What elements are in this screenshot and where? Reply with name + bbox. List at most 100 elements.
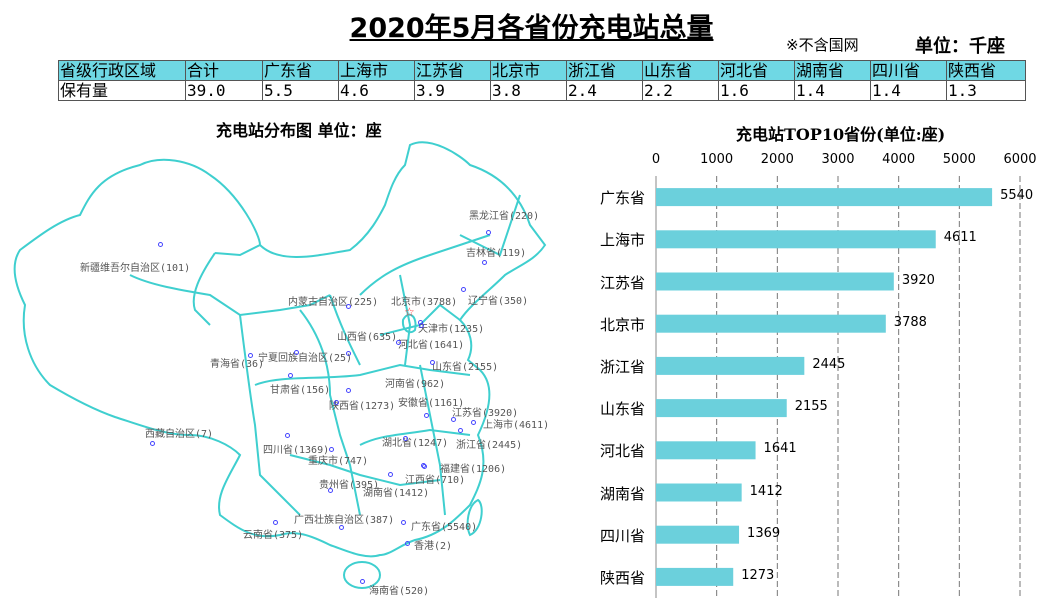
map-point — [403, 436, 408, 441]
category-label: 湖南省 — [600, 484, 646, 503]
map-point — [150, 441, 155, 446]
map-point — [360, 579, 365, 584]
table-cell: 1.4 — [870, 80, 947, 101]
data-label: 2155 — [794, 399, 828, 415]
bar — [656, 230, 936, 249]
map-label: 山西省(635) — [337, 332, 398, 343]
data-label: 3788 — [893, 314, 927, 330]
map-title: 充电站分布图 单位：座 — [216, 121, 382, 140]
table-cell: 3.9 — [414, 80, 491, 101]
map-label: 重庆市(747) — [308, 456, 369, 467]
category-label: 上海市 — [600, 231, 646, 250]
summary-table: 省级行政区域 合计 广东省 上海市 江苏省 北京市 浙江省 山东省 河北省 湖南省 四川省 陕西省 保… — [58, 60, 1026, 101]
map-label: 陕西省(1273) — [329, 401, 396, 412]
category-label: 江苏省 — [600, 273, 646, 292]
table-header-cell: 上海市 — [338, 60, 415, 81]
map-label: 海南省(520) — [369, 586, 430, 597]
bar — [656, 399, 787, 418]
map-point — [329, 447, 334, 452]
map-point — [288, 373, 293, 378]
data-label: 1641 — [763, 441, 797, 457]
bar — [656, 441, 756, 460]
map-label: 四川省(1369) — [263, 445, 330, 456]
map-label: 新疆维吾尔自治区(101) — [80, 263, 191, 274]
map-label: 黑龙江省(220) — [469, 211, 540, 222]
page-title: 2020年5月各省份充电站总量 — [349, 13, 714, 44]
data-label: 1273 — [741, 567, 775, 583]
map-point — [346, 304, 351, 309]
x-tick-label: 4000 — [882, 152, 916, 167]
x-tick-label: 5000 — [942, 152, 976, 167]
x-tick-label: 2000 — [760, 152, 794, 167]
map-point — [328, 488, 333, 493]
map-label: 福建省(1206) — [440, 464, 507, 475]
map-point — [458, 428, 463, 433]
china-map — [13, 141, 547, 589]
x-tick-label: 6000 — [1003, 152, 1037, 167]
table-header-cell: 合计 — [185, 60, 263, 81]
map-label: 湖南省(1412) — [363, 488, 430, 499]
map-label: 西藏自治区(7) — [145, 429, 214, 440]
note: ※不含国网 — [786, 36, 859, 54]
x-tick-label: 0 — [651, 152, 661, 167]
table-header-cell: 北京市 — [490, 60, 567, 81]
table-header-cell: 江苏省 — [414, 60, 491, 81]
map-label: 广西壮族自治区(387) — [294, 515, 395, 526]
table-cell: 3.8 — [490, 80, 567, 101]
map-point — [346, 351, 351, 356]
category-label: 浙江省 — [600, 357, 646, 376]
table-cell: 5.5 — [262, 80, 339, 101]
map-label: 广东省(5540) — [411, 522, 478, 533]
map-point — [158, 242, 163, 247]
bar — [656, 272, 894, 291]
bar — [656, 483, 742, 502]
map-point — [339, 525, 344, 530]
x-tick-label: 1000 — [700, 152, 734, 167]
map-point — [430, 360, 435, 365]
category-label: 山东省 — [600, 400, 646, 419]
map-point — [346, 388, 351, 393]
map-point — [388, 472, 393, 477]
map-point — [471, 420, 476, 425]
chart-title: 充电站TOP10省份(单位:座) — [736, 125, 946, 144]
table-header-cell: 陕西省 — [946, 60, 1026, 81]
map-point — [285, 433, 290, 438]
map-label: 河南省(962) — [385, 379, 446, 390]
map-label: 青海省(36) — [210, 359, 265, 370]
map-label: 天津市(1235) — [418, 324, 485, 335]
data-label: 1369 — [747, 525, 781, 541]
table-cell: 2.2 — [642, 80, 719, 101]
map-label: 内蒙古自治区(225) — [288, 297, 379, 308]
category-label: 陕西省 — [600, 568, 646, 587]
map-point — [334, 400, 339, 405]
category-label: 四川省 — [600, 526, 646, 545]
map-label: 香港(2) — [414, 541, 453, 552]
capital-star-icon: ☆ — [404, 305, 415, 319]
map-point — [273, 520, 278, 525]
x-tick-label: 3000 — [821, 152, 855, 167]
table-cell: 1.4 — [794, 80, 871, 101]
map-point — [401, 520, 406, 525]
data-label: 4611 — [943, 230, 977, 246]
map-point — [424, 413, 429, 418]
bar — [656, 525, 740, 544]
table-cell: 4.6 — [338, 80, 415, 101]
map-point — [419, 323, 424, 328]
map-label: 贵州省(395) — [319, 480, 380, 491]
table-cell: 保有量 — [58, 80, 186, 101]
category-label: 河北省 — [600, 442, 646, 461]
bar — [656, 314, 886, 333]
map-point — [396, 340, 401, 345]
map-label: 吉林省(119) — [466, 248, 527, 259]
table-header-cell: 省级行政区域 — [58, 60, 186, 81]
map-label: 江苏省(3920) — [452, 408, 519, 419]
map-outline — [13, 141, 547, 558]
data-label: 2445 — [812, 356, 846, 372]
map-label: 辽宁省(350) — [468, 296, 529, 307]
data-label: 5540 — [1000, 188, 1034, 204]
map-label: 上海市(4611) — [483, 420, 550, 431]
map-point — [451, 417, 456, 422]
bar — [656, 567, 734, 586]
map-point — [486, 230, 491, 235]
